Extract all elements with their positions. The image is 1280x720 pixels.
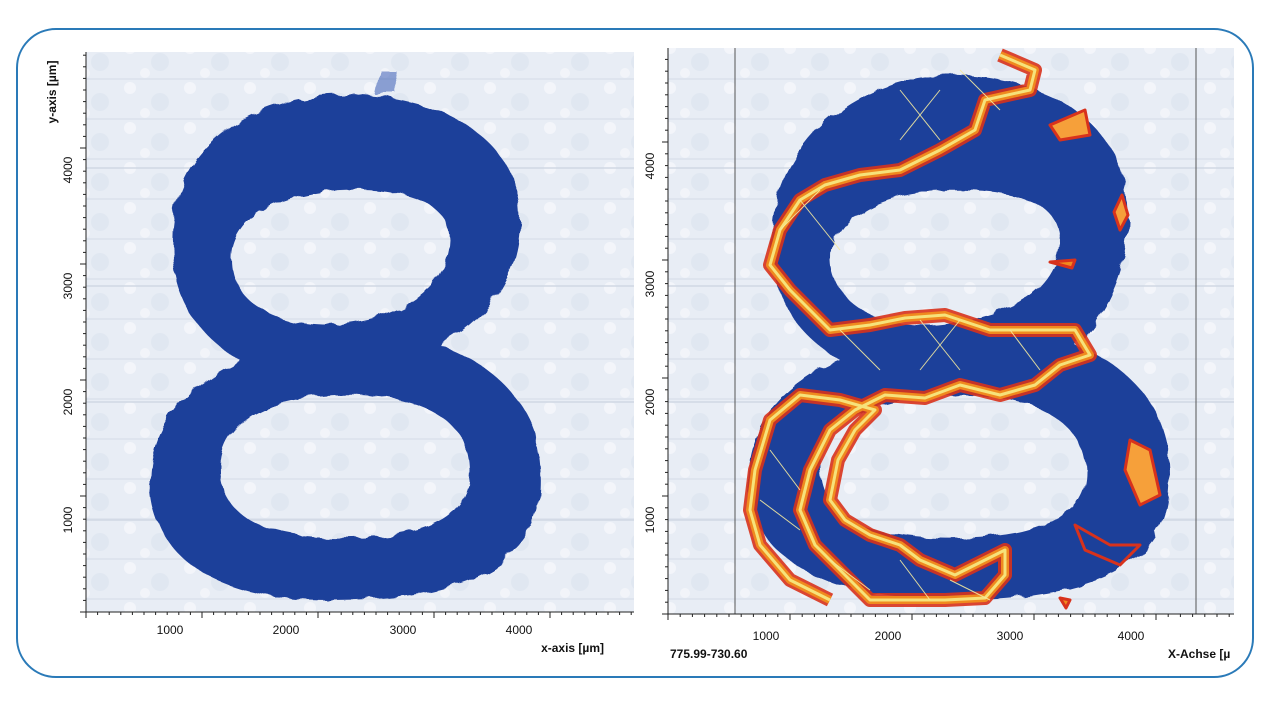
right-x-tick-3000: 3000 [997, 629, 1024, 643]
right-x-tick-2000: 2000 [875, 629, 902, 643]
right-contour-overlay [743, 48, 1162, 610]
right-x-tick-1000: 1000 [753, 629, 780, 643]
left-y-tick-4000: 4000 [61, 156, 75, 183]
left-x-tick-3000: 3000 [390, 623, 417, 637]
left-y-tick-1000: 1000 [61, 506, 75, 533]
left-axes [85, 52, 634, 613]
left-x-tick-1000: 1000 [157, 623, 184, 637]
left-x-axis-label: x-axis [µm] [541, 641, 604, 655]
left-x-tick-2000: 2000 [273, 623, 300, 637]
right-plot: 1000 2000 3000 4000 1000 2000 3000 4000 … [643, 48, 1234, 661]
right-y-tick-4000: 4000 [643, 152, 657, 179]
right-y-tick-1000: 1000 [643, 506, 657, 533]
left-y-axis-label: y-axis [µm] [45, 61, 59, 124]
left-plot: 1000 2000 3000 4000 1000 2000 3000 4000 … [45, 52, 634, 655]
range-readout: 775.99-730.60 [670, 647, 748, 661]
left-x-tick-4000: 4000 [506, 623, 533, 637]
right-y-tick-2000: 2000 [643, 388, 657, 415]
right-x-axis-label: X-Achse [µ [1168, 647, 1230, 661]
right-ink-eight [748, 74, 1170, 600]
image-frame [16, 28, 1254, 678]
right-x-tick-4000: 4000 [1118, 629, 1145, 643]
left-y-tick-3000: 3000 [61, 272, 75, 299]
left-ink-eight [150, 70, 541, 600]
left-y-tick-2000: 2000 [61, 388, 75, 415]
right-y-tick-3000: 3000 [643, 270, 657, 297]
